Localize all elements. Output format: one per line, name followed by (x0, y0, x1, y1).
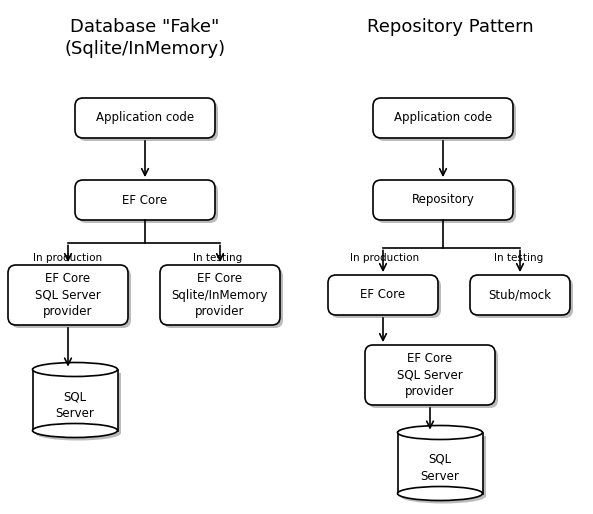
FancyBboxPatch shape (368, 348, 498, 408)
Text: Database "Fake"
(Sqlite/InMemory): Database "Fake" (Sqlite/InMemory) (65, 18, 225, 58)
FancyBboxPatch shape (8, 265, 128, 325)
FancyBboxPatch shape (160, 265, 280, 325)
FancyBboxPatch shape (163, 268, 283, 328)
FancyBboxPatch shape (78, 183, 218, 223)
Text: In testing: In testing (495, 253, 544, 263)
Bar (33, 370, 117, 431)
Text: In production: In production (350, 253, 420, 263)
Text: SQL
Server: SQL Server (420, 453, 460, 483)
Bar (400, 435, 486, 497)
Text: Repository Pattern: Repository Pattern (366, 18, 533, 36)
Text: In production: In production (33, 253, 103, 263)
Ellipse shape (33, 362, 117, 376)
FancyBboxPatch shape (75, 98, 215, 138)
Text: Repository: Repository (412, 193, 474, 207)
FancyBboxPatch shape (328, 275, 438, 315)
Text: EF Core
SQL Server
provider: EF Core SQL Server provider (35, 271, 101, 319)
FancyBboxPatch shape (75, 180, 215, 220)
Ellipse shape (400, 489, 486, 504)
Text: Application code: Application code (394, 112, 492, 124)
Ellipse shape (397, 486, 483, 501)
FancyBboxPatch shape (365, 345, 495, 405)
Text: EF Core
Sqlite/InMemory
provider: EF Core Sqlite/InMemory provider (172, 271, 268, 319)
Text: EF Core: EF Core (361, 288, 406, 302)
FancyBboxPatch shape (376, 183, 516, 223)
FancyBboxPatch shape (373, 180, 513, 220)
FancyBboxPatch shape (376, 101, 516, 141)
FancyBboxPatch shape (78, 101, 218, 141)
Bar (397, 432, 483, 493)
Bar (36, 373, 120, 433)
Text: Application code: Application code (96, 112, 194, 124)
Text: EF Core
SQL Server
provider: EF Core SQL Server provider (397, 352, 463, 398)
Text: SQL
Server: SQL Server (56, 390, 94, 420)
Ellipse shape (397, 426, 483, 439)
Ellipse shape (33, 424, 117, 437)
FancyBboxPatch shape (473, 278, 573, 318)
Text: In testing: In testing (193, 253, 243, 263)
Text: EF Core: EF Core (122, 193, 168, 207)
Text: Stub/mock: Stub/mock (489, 288, 551, 302)
Ellipse shape (36, 427, 120, 440)
FancyBboxPatch shape (11, 268, 131, 328)
FancyBboxPatch shape (470, 275, 570, 315)
FancyBboxPatch shape (373, 98, 513, 138)
FancyBboxPatch shape (331, 278, 441, 318)
